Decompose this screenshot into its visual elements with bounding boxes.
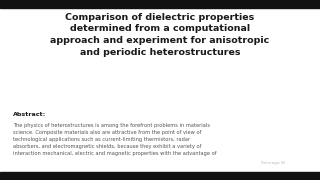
Text: Abstract:: Abstract: <box>13 112 46 117</box>
Text: The physics of heterostructures is among the forefront problems in materials
sci: The physics of heterostructures is among… <box>13 123 216 156</box>
Text: Scimago W: Scimago W <box>261 161 285 165</box>
Text: Comparison of dielectric properties
determined from a computational
approach and: Comparison of dielectric properties dete… <box>50 13 270 57</box>
